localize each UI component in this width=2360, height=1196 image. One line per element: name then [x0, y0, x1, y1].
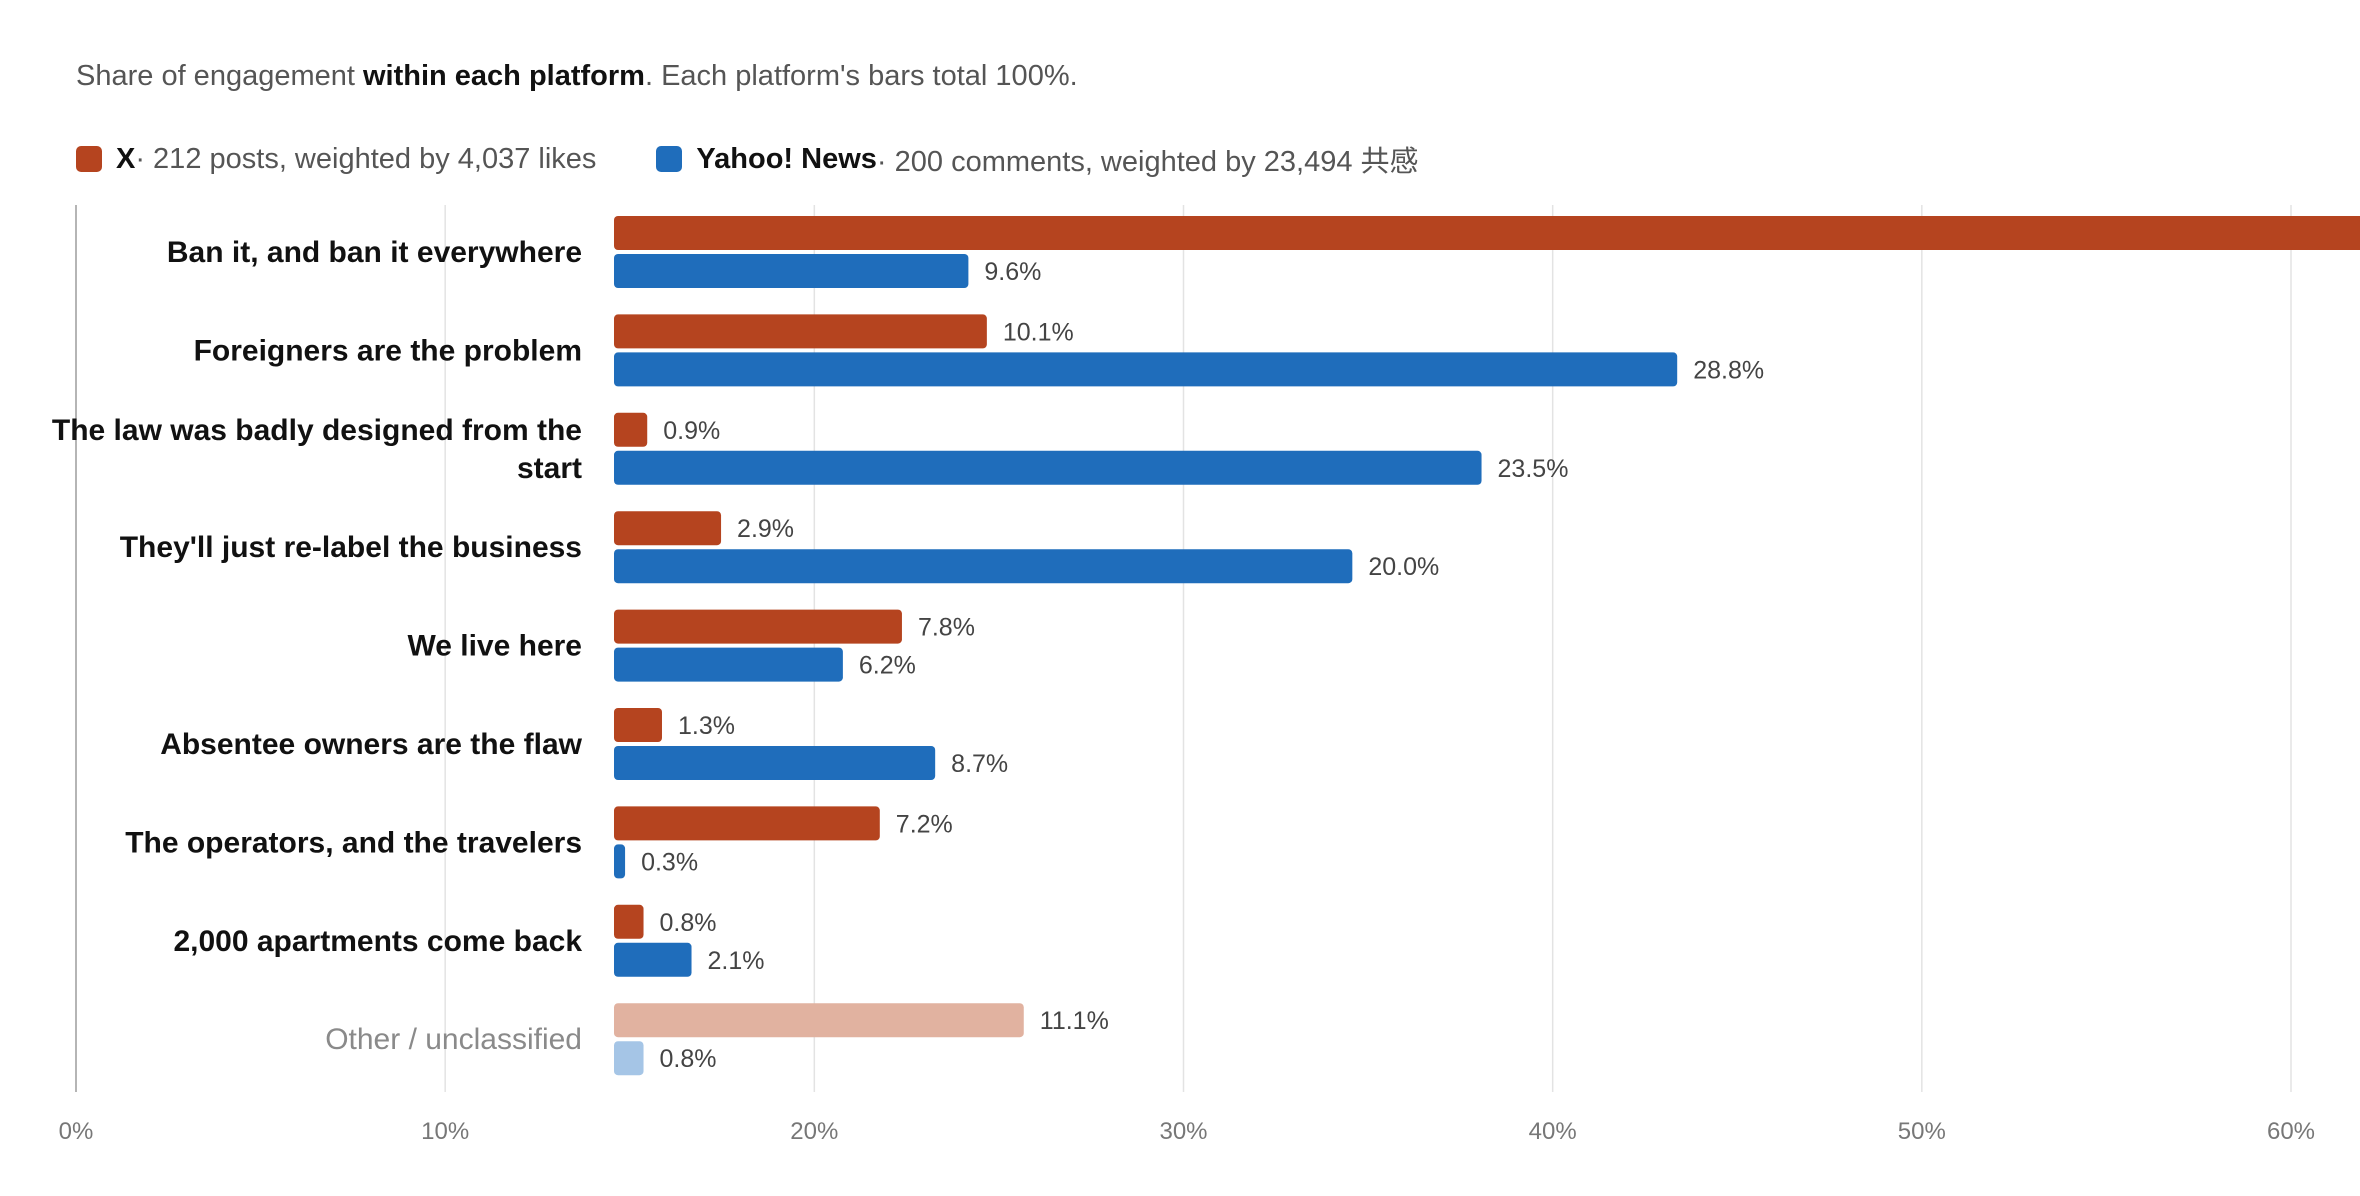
bar-yahoo-news	[614, 942, 692, 977]
data-label: 11.1%	[1040, 1007, 1109, 1035]
bar-x	[614, 806, 880, 841]
data-label: 0.9%	[663, 417, 720, 445]
data-label: 20.0%	[1368, 553, 1439, 581]
bar-x	[614, 412, 648, 447]
category-label: Foreigners are the problem	[194, 334, 582, 367]
category-label: We live here	[407, 630, 582, 663]
data-label: 2.9%	[737, 515, 794, 543]
legend-detail-yahoo-news: · 200 comments, weighted by 23,494 共感	[876, 146, 1419, 178]
legend-name-yahoo-news: Yahoo! News	[696, 142, 877, 175]
legend-item-yahoo-news: Yahoo! News · 200 comments, weighted by …	[656, 138, 1419, 180]
data-label: 0.8%	[660, 1045, 717, 1073]
data-label: 6.2%	[859, 652, 916, 680]
subtitle-text-end: . Each platform's bars total 100%.	[644, 60, 1078, 92]
data-label: 7.8%	[918, 614, 975, 642]
x-tick-label: 40%	[1529, 1118, 1577, 1145]
data-label: 0.8%	[660, 909, 717, 937]
legend-swatch-yahoo-news	[656, 146, 683, 172]
data-label: 9.6%	[984, 258, 1041, 286]
bar-x	[614, 708, 662, 742]
data-label: 2.1%	[708, 947, 765, 975]
bar-yahoo-news	[614, 1041, 644, 1076]
legend-item-x: X · 212 posts, weighted by 4,037 likes	[76, 143, 596, 176]
category-label: Other / unclassified	[325, 1023, 582, 1056]
chart-subtitle: Share of engagement within each platform…	[76, 60, 1078, 93]
data-label: 28.8%	[1693, 356, 1764, 384]
category-label: Absentee owners are the flaw	[160, 728, 582, 761]
bar-x	[614, 904, 644, 939]
category-label: The operators, and the travelers	[125, 826, 582, 859]
legend-detail-x: · 212 posts, weighted by 4,037 likes	[135, 142, 597, 175]
x-tick-label: 30%	[1159, 1118, 1207, 1145]
data-label: 8.7%	[951, 750, 1008, 778]
legend-swatch-x	[76, 146, 102, 172]
bar-yahoo-news	[614, 254, 969, 288]
x-tick-label: 10%	[421, 1118, 469, 1145]
bar-x	[614, 314, 987, 349]
bar-yahoo-news	[614, 352, 1678, 387]
subtitle-text-start: Share of engagement	[76, 60, 363, 92]
bar-yahoo-news	[614, 844, 626, 879]
category-label: They'll just re-label the business	[120, 531, 582, 564]
bar-yahoo-news	[614, 450, 1482, 485]
bar-x	[614, 511, 722, 546]
x-tick-label: 50%	[1898, 1118, 1946, 1145]
bar-yahoo-news	[614, 647, 843, 682]
category-label: Ban it, and ban it everywhere	[167, 236, 582, 269]
data-label: 0.3%	[641, 848, 698, 876]
data-label: 23.5%	[1498, 455, 1569, 483]
data-label: 1.3%	[678, 712, 735, 740]
legend-name-x: X	[116, 142, 136, 175]
x-tick-label: 0%	[59, 1118, 94, 1145]
bar-x	[614, 609, 902, 644]
category-label: start	[517, 452, 582, 485]
x-tick-label: 20%	[790, 1118, 838, 1145]
bar-yahoo-news	[614, 549, 1353, 584]
legend: X · 212 posts, weighted by 4,037 likes Y…	[76, 138, 1479, 180]
bar-x	[614, 216, 2360, 250]
data-label: 10.1%	[1003, 318, 1074, 346]
data-label: 7.2%	[896, 810, 953, 838]
category-label: The law was badly designed from the	[52, 414, 582, 447]
category-label: 2,000 apartments come back	[173, 925, 582, 958]
bar-yahoo-news	[614, 746, 936, 780]
bar-x	[614, 1003, 1024, 1038]
subtitle-bold-text: within each platform	[362, 60, 645, 92]
x-tick-label: 60%	[2267, 1118, 2315, 1145]
